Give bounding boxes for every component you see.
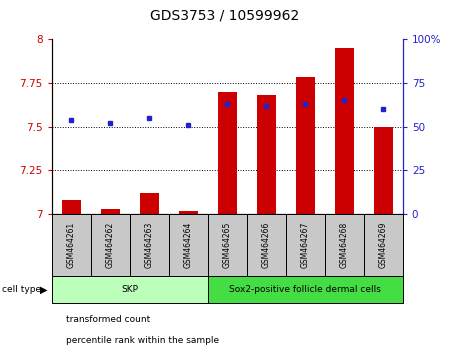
Bar xyxy=(91,214,130,276)
Text: GSM464269: GSM464269 xyxy=(379,222,388,268)
Bar xyxy=(286,214,325,276)
Text: cell type: cell type xyxy=(2,285,41,294)
Bar xyxy=(296,78,315,214)
Bar xyxy=(256,95,276,214)
Text: percentile rank within the sample: percentile rank within the sample xyxy=(66,336,219,345)
Bar xyxy=(334,48,354,214)
Text: GSM464261: GSM464261 xyxy=(67,222,76,268)
Bar xyxy=(140,193,159,214)
Bar xyxy=(179,211,198,214)
Text: GSM464264: GSM464264 xyxy=(184,222,193,268)
Bar xyxy=(208,276,403,303)
Bar xyxy=(62,200,81,214)
Text: GSM464262: GSM464262 xyxy=(106,222,115,268)
Bar xyxy=(52,214,91,276)
Bar xyxy=(217,92,237,214)
Text: GSM464267: GSM464267 xyxy=(301,222,310,268)
Bar xyxy=(169,214,208,276)
Text: GSM464263: GSM464263 xyxy=(145,222,154,268)
Text: SKP: SKP xyxy=(121,285,138,294)
Bar xyxy=(374,127,393,214)
Bar xyxy=(130,214,169,276)
Text: GSM464268: GSM464268 xyxy=(340,222,349,268)
Text: transformed count: transformed count xyxy=(66,315,150,324)
Text: GDS3753 / 10599962: GDS3753 / 10599962 xyxy=(150,9,300,23)
Text: GSM464266: GSM464266 xyxy=(262,222,271,268)
Bar xyxy=(247,214,286,276)
Text: GSM464265: GSM464265 xyxy=(223,222,232,268)
Bar xyxy=(364,214,403,276)
Bar xyxy=(208,214,247,276)
Bar xyxy=(100,209,120,214)
Text: Sox2-positive follicle dermal cells: Sox2-positive follicle dermal cells xyxy=(230,285,381,294)
Text: ▶: ▶ xyxy=(40,284,47,295)
Bar xyxy=(325,214,364,276)
Bar xyxy=(52,276,208,303)
